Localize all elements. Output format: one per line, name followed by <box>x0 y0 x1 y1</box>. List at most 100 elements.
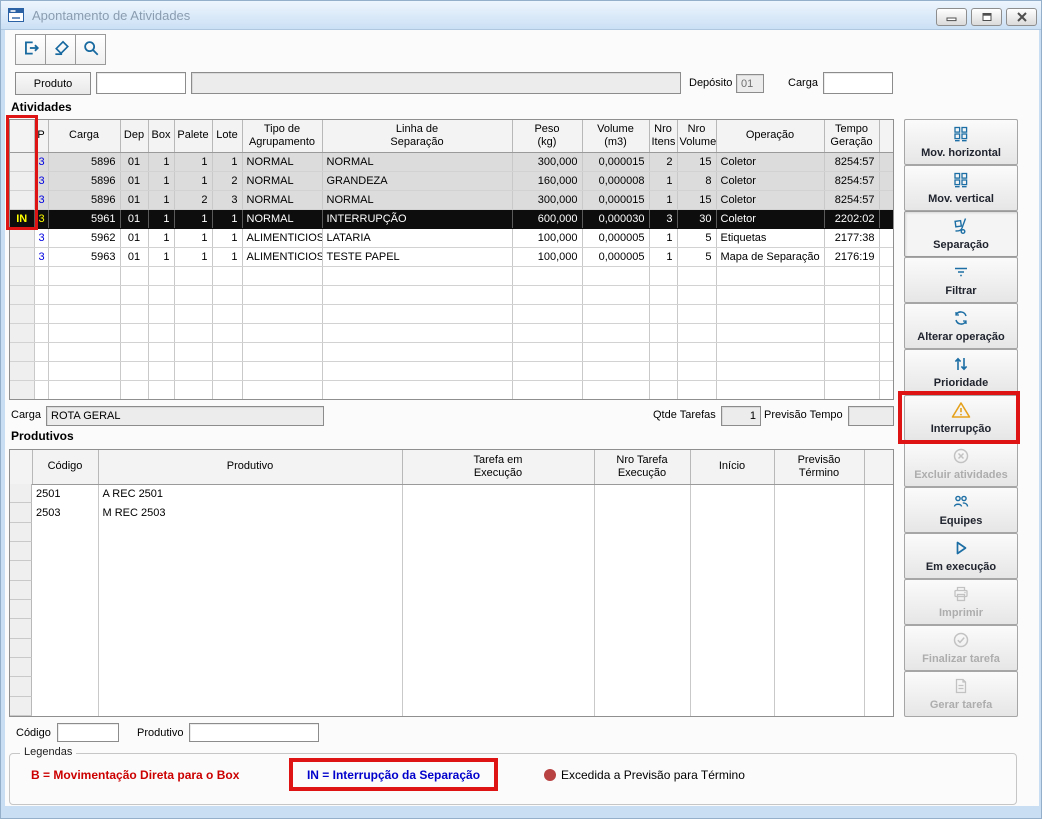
atividades-cell: Mapa de Separação <box>716 247 825 267</box>
atividades-cell: NORMAL <box>242 152 323 172</box>
produtivos-column-header: Produtivo <box>98 450 403 485</box>
atividades-row[interactable]: 3 5896 01 1 2 3 NORMAL NORMAL 300,000 0,000015 1 15… <box>10 190 893 210</box>
atividades-cell <box>322 380 513 399</box>
sidebar-button-label: Gerar tarefa <box>929 699 993 711</box>
eraser-icon <box>52 39 70 60</box>
sidebar-button-interrupcao[interactable]: Interrupção <box>904 395 1018 441</box>
atividades-cell <box>242 285 323 305</box>
atividades-row[interactable]: IN 3 5961 01 1 1 1 NORMAL INTERRUPÇÃO 600,000 0,00… <box>10 209 893 229</box>
atividades-cell <box>34 342 49 362</box>
sidebar-button-mov-horizontal[interactable]: Mov. horizontal <box>904 119 1018 165</box>
close-button[interactable] <box>1006 8 1037 26</box>
atividades-cell: 1 <box>148 247 175 267</box>
atividades-cell <box>677 361 717 381</box>
atividades-cell: 1 <box>212 228 243 248</box>
atividades-cell <box>512 361 583 381</box>
sidebar-button-alterar-operacao[interactable]: Alterar operação <box>904 303 1018 349</box>
sidebar-button-label: Excluir atividades <box>914 469 1008 481</box>
produtivos-empty-cell <box>864 522 893 716</box>
maximize-button[interactable] <box>971 8 1002 26</box>
atividades-cell <box>34 380 49 399</box>
atividades-column-header: Linha de Separação <box>322 120 513 153</box>
atividades-cell <box>512 342 583 362</box>
atividades-row[interactable]: 3 5963 01 1 1 1 ALIMENTICIOS TESTE PAPEL 100,000… <box>10 247 893 267</box>
minimize-button[interactable] <box>936 8 967 26</box>
atividades-cell <box>120 342 149 362</box>
search-button[interactable] <box>75 34 106 65</box>
atividades-grid[interactable]: P Carga Dep Box Palete Lote Tipo de Agrupament… <box>9 119 894 400</box>
atividades-cell: 3 <box>34 171 49 191</box>
sidebar-button-label: Separação <box>933 239 989 251</box>
atividades-cell <box>48 323 121 343</box>
atividades-cell <box>879 266 893 286</box>
sidebar-button-separacao[interactable]: Separação <box>904 211 1018 257</box>
atividades-cell: 3 <box>649 209 678 229</box>
exit-button[interactable] <box>15 34 46 65</box>
atividades-cell: 1 <box>174 247 213 267</box>
atividades-row <box>10 380 893 399</box>
atividades-cell <box>824 323 880 343</box>
atividades-cell: 3 <box>34 228 49 248</box>
atividades-cell <box>879 285 893 305</box>
atividades-cell <box>716 323 825 343</box>
sidebar-button-label: Imprimir <box>938 607 983 619</box>
atividades-cell: NORMAL <box>322 190 513 210</box>
atividades-cell <box>716 266 825 286</box>
sidebar-button-label: Filtrar <box>945 285 977 297</box>
atividades-cell <box>677 304 717 324</box>
clear-button[interactable] <box>45 34 76 65</box>
atividades-cell: 30 <box>677 209 717 229</box>
atividades-row[interactable]: 3 5962 01 1 1 1 ALIMENTICIOS LATARIA 100,000 0,00… <box>10 228 893 248</box>
produtivos-cell: 2501 <box>32 484 99 503</box>
atividades-cell <box>148 323 175 343</box>
atividades-row <box>10 323 893 343</box>
atividades-row <box>10 361 893 381</box>
atividades-cell <box>879 171 893 191</box>
atividades-cell <box>34 361 49 381</box>
atividades-cell <box>512 380 583 399</box>
atividades-cell: NORMAL <box>242 190 323 210</box>
atividades-row[interactable]: 3 5896 01 1 1 1 NORMAL NORMAL 300,000 0,000015 2 15… <box>10 152 893 172</box>
produtivo-input[interactable] <box>189 723 319 742</box>
atividades-cell: ALIMENTICIOS <box>242 247 323 267</box>
qtde-tarefas-label: Qtde Tarefas <box>653 409 716 421</box>
atividades-column-header: Peso (kg) <box>512 120 583 153</box>
sidebar-button-prioridade[interactable]: Prioridade <box>904 349 1018 395</box>
sidebar-button-equipes[interactable]: Equipes <box>904 487 1018 533</box>
produto-code-input[interactable] <box>96 72 186 94</box>
atividades-cell: 0,000005 <box>582 228 650 248</box>
atividades-row[interactable]: 3 5896 01 1 1 2 NORMAL GRANDEZA 160,000 0,000008 1… <box>10 171 893 191</box>
deposito-label: Depósito <box>689 77 733 89</box>
atividades-cell <box>34 304 49 324</box>
sidebar-button-em-execucao[interactable]: Em execução <box>904 533 1018 579</box>
atividades-cell: 15 <box>677 152 717 172</box>
atividades-cell: 8 <box>677 171 717 191</box>
atividades-cell <box>174 285 213 305</box>
produtivos-grid[interactable]: Código Produtivo Tarefa em Execução Nro Tar… <box>9 449 894 717</box>
exit-icon <box>22 39 40 60</box>
atividades-row <box>10 266 893 286</box>
codigo-label: Código <box>16 727 51 739</box>
atividades-cell <box>242 342 323 362</box>
title-bar[interactable]: Apontamento de Atividades <box>1 1 1041 30</box>
document-icon <box>952 677 970 698</box>
row-status-cell <box>10 171 35 191</box>
sidebar-button-mov-vertical[interactable]: Mov. vertical <box>904 165 1018 211</box>
atividades-row <box>10 342 893 362</box>
sidebar-button-filtrar[interactable]: Filtrar <box>904 257 1018 303</box>
produto-button[interactable]: Produto <box>15 72 91 95</box>
atividades-cell: 2 <box>212 171 243 191</box>
previsao-tempo-field <box>848 406 894 426</box>
refresh-icon <box>952 309 970 330</box>
atividades-cell: 3 <box>212 190 243 210</box>
produtivos-row[interactable]: 2501 A REC 2501 <box>10 484 893 503</box>
atividades-cell <box>212 266 243 286</box>
atividades-cell <box>242 323 323 343</box>
red-dot-icon <box>544 769 556 781</box>
up-down-arrows-icon <box>952 355 970 376</box>
codigo-input[interactable] <box>57 723 119 742</box>
carga-filter-input[interactable] <box>823 72 893 94</box>
atividades-cell: 01 <box>120 152 149 172</box>
produtivos-row[interactable]: 2503 M REC 2503 <box>10 503 893 522</box>
